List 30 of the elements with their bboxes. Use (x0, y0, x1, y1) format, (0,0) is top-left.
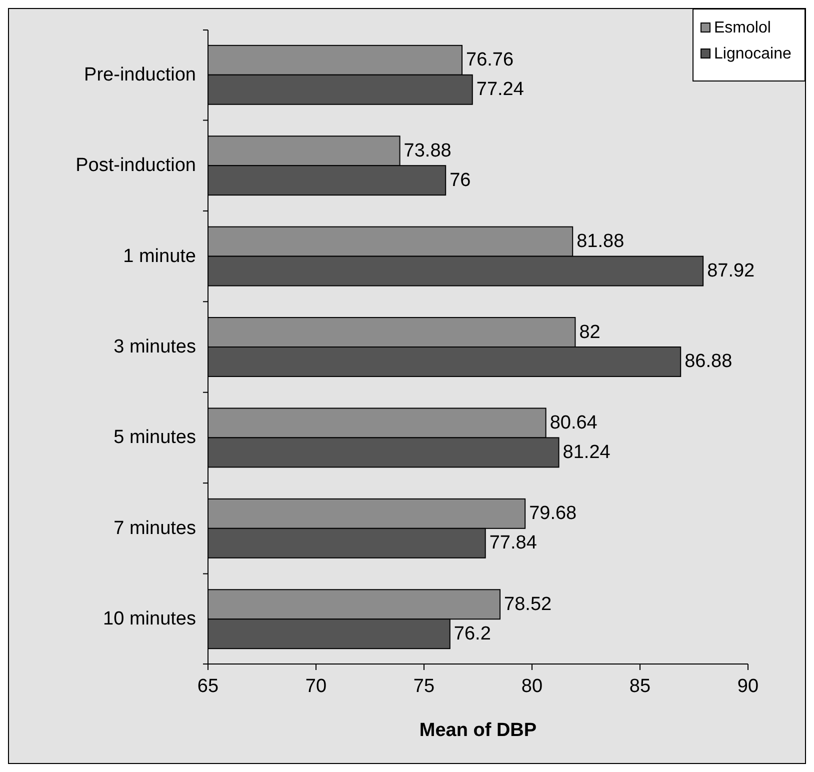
y-tick-label: 3 minutes (114, 336, 196, 358)
data-label: 80.64 (550, 412, 598, 434)
data-label: 82 (579, 322, 600, 343)
y-tick-label: 1 minute (123, 246, 196, 267)
legend-label: Esmolol (714, 20, 771, 36)
x-tick-label: 85 (629, 676, 651, 697)
data-label: 77.24 (476, 79, 524, 100)
x-tick-label: 75 (413, 676, 435, 697)
data-label: 73.88 (404, 140, 452, 162)
x-tick-label: 65 (197, 676, 219, 697)
y-tick-label: Post-induction (76, 155, 196, 176)
y-tick-label: Pre-induction (84, 64, 196, 86)
y-tick-label: 7 minutes (114, 518, 196, 539)
data-label: 81.24 (562, 442, 611, 463)
data-label: 76.76 (466, 50, 514, 71)
y-tick-label: 5 minutes (114, 427, 196, 448)
data-label: 76.2 (454, 623, 491, 644)
y-tick-label: 10 minutes (103, 608, 196, 630)
data-label: 87.92 (707, 260, 755, 282)
data-label: 76 (450, 170, 471, 191)
data-label: 79.68 (529, 503, 577, 524)
data-label: 78.52 (504, 594, 552, 615)
data-label: 81.88 (576, 231, 624, 252)
x-tick-label: 70 (305, 676, 327, 697)
legend-label: Lignocaine (714, 46, 792, 62)
x-tick-label: 80 (521, 676, 543, 697)
data-label: 86.88 (684, 351, 732, 372)
data-label: 77.84 (489, 532, 538, 554)
x-axis-title: Mean of DBP (419, 720, 537, 741)
x-tick-label: 90 (737, 676, 759, 697)
